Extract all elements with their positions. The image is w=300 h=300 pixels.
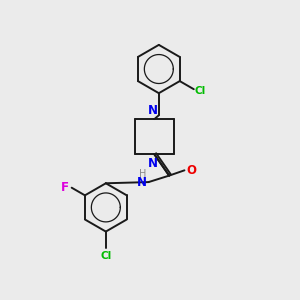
Text: N: N xyxy=(148,157,158,170)
Text: Cl: Cl xyxy=(195,86,206,96)
Text: H: H xyxy=(140,169,147,178)
Text: F: F xyxy=(61,181,69,194)
Text: N: N xyxy=(148,104,158,117)
Text: Cl: Cl xyxy=(100,251,112,261)
Text: O: O xyxy=(187,164,196,177)
Text: N: N xyxy=(137,176,147,189)
